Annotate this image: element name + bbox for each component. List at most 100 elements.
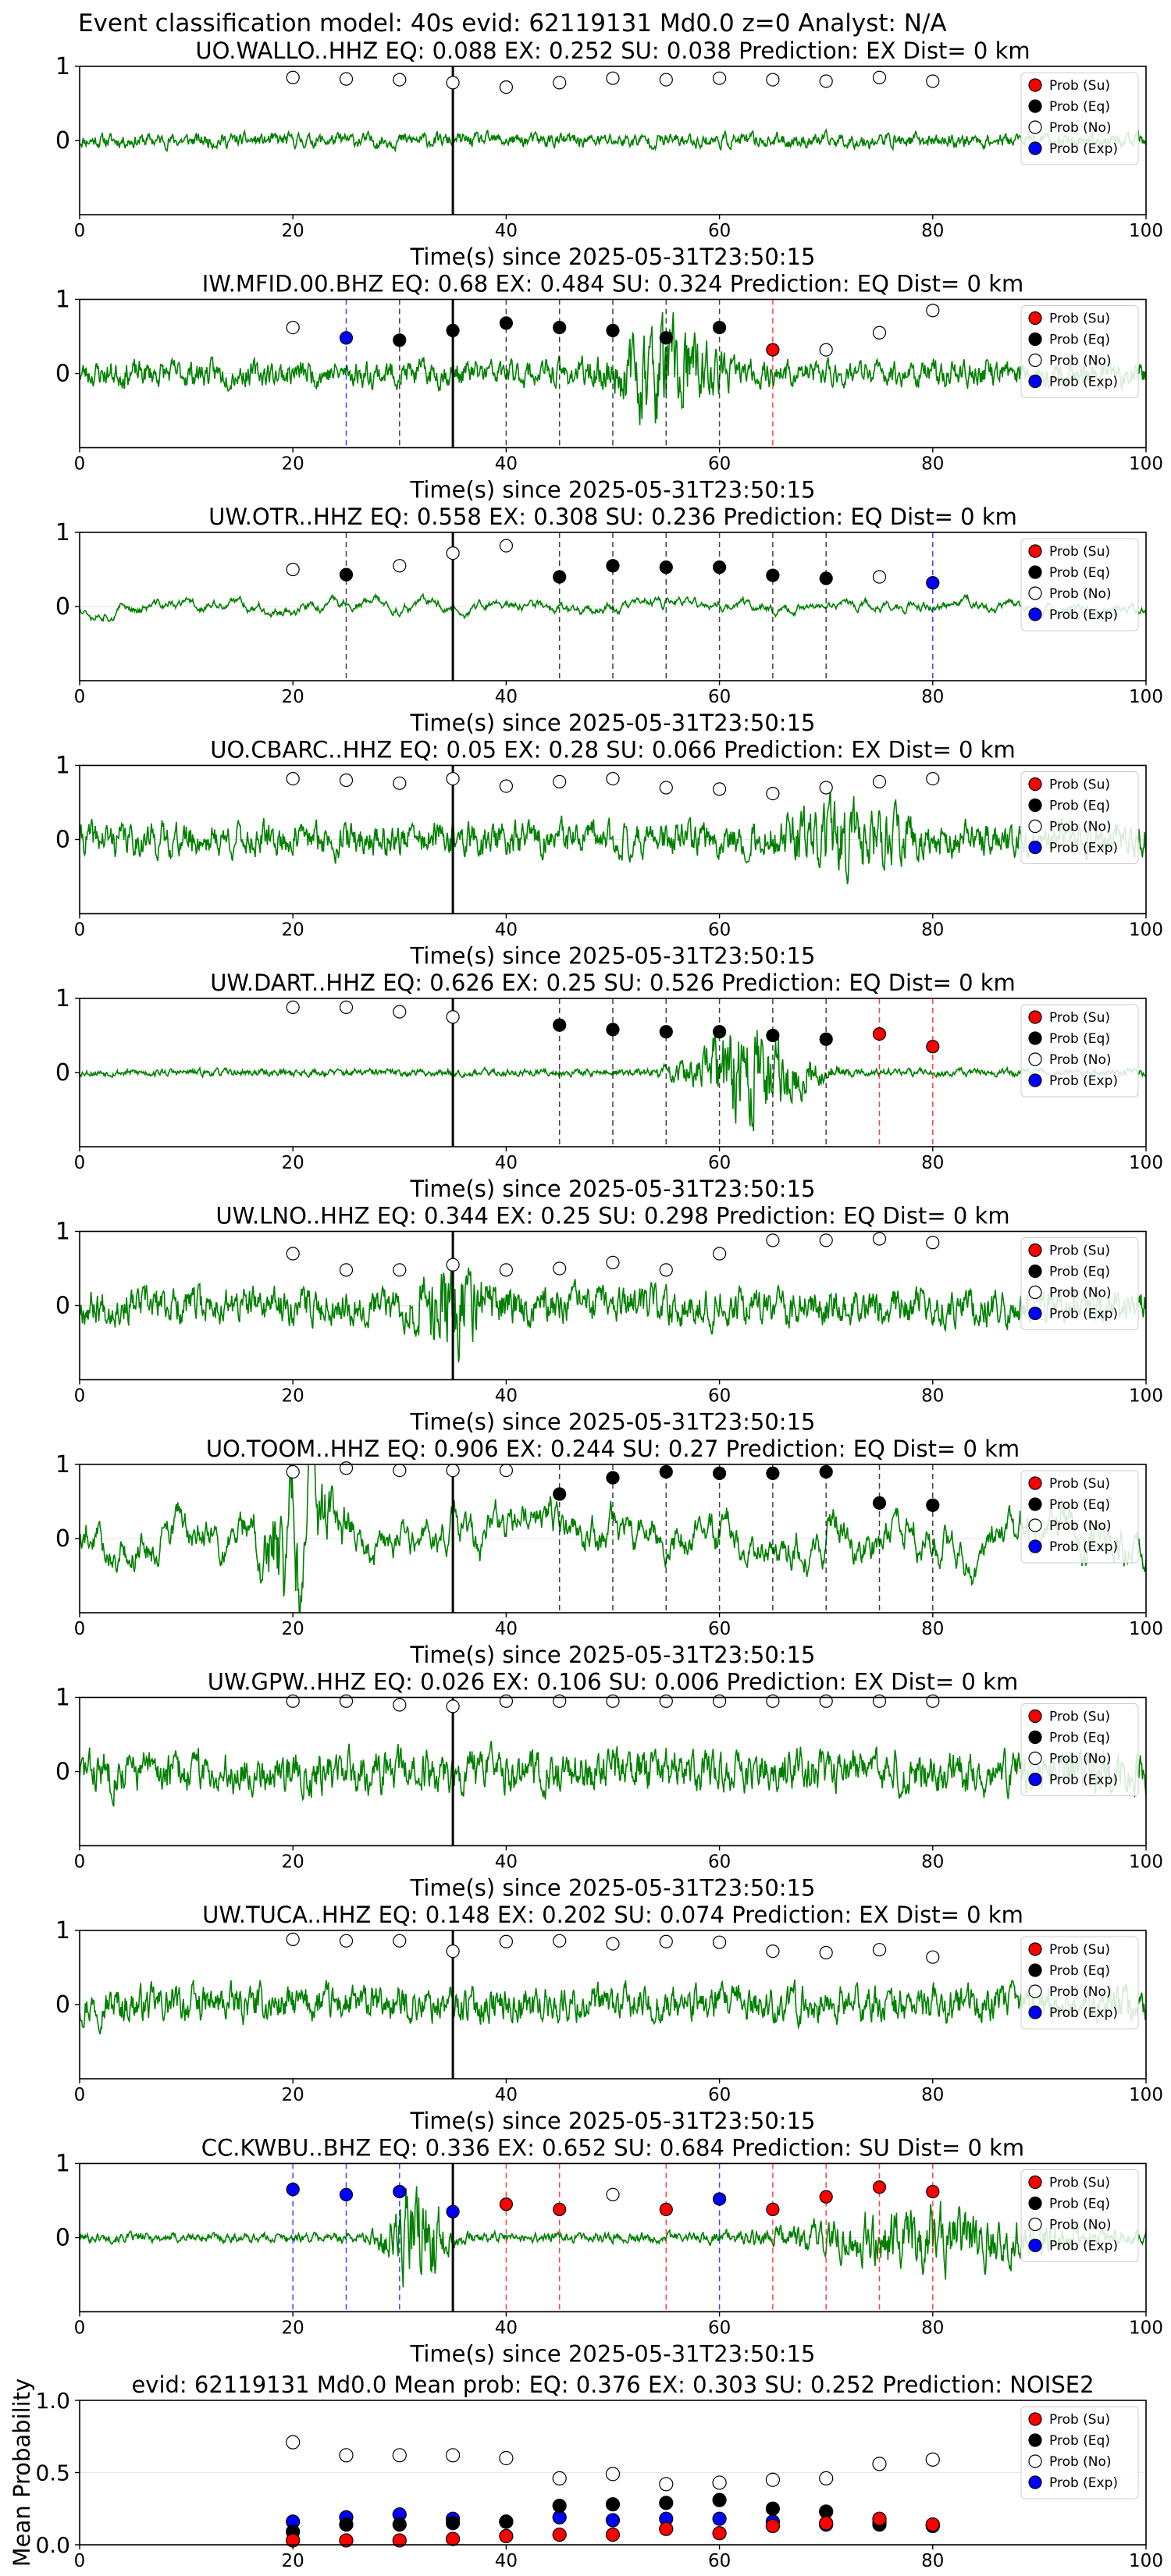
mean-prob-marker-su	[499, 2528, 514, 2543]
legend-marker-no	[1028, 2217, 1042, 2232]
prob-marker-eq	[819, 1464, 833, 1479]
prob-marker-su	[766, 343, 780, 357]
legend-marker-exp	[1028, 1772, 1042, 1787]
prob-marker-no	[606, 1694, 620, 1708]
x-tick-label: 40	[495, 2085, 518, 2105]
prob-marker-no	[819, 1945, 833, 1960]
legend-box	[1020, 305, 1139, 398]
legend-marker-exp	[1028, 2475, 1042, 2489]
prob-marker-no	[926, 74, 940, 88]
x-tick-label: 0	[74, 454, 86, 475]
x-tick-label: 100	[1129, 1153, 1163, 1173]
legend-marker-no	[1028, 2454, 1042, 2468]
mean-prob-marker-eq	[712, 2492, 727, 2507]
x-tick-label: 40	[495, 1386, 518, 1407]
prob-marker-eq	[553, 570, 567, 584]
legend-label: Prob (Eq)	[1049, 565, 1110, 581]
y-tick-label: 0	[55, 1991, 70, 2019]
x-tick-label: 80	[921, 221, 944, 241]
y-tick-label: 0	[55, 593, 70, 621]
x-tick-label: 0	[74, 1386, 86, 1407]
panel-title: evid: 62119131 Md0.0 Mean prob: EQ: 0.37…	[131, 2371, 1094, 2398]
legend-marker-su	[1028, 311, 1042, 326]
x-tick-label: 80	[921, 454, 944, 475]
plot-area	[80, 532, 1146, 681]
mean-prob-marker-su	[872, 2511, 887, 2526]
legend-marker-exp	[1028, 840, 1042, 855]
x-tick-label: 20	[282, 1619, 304, 1639]
legend-label: Prob (No)	[1049, 2454, 1112, 2470]
prob-marker-no	[499, 1463, 514, 1478]
legend-label: Prob (Su)	[1049, 2176, 1110, 2191]
prob-marker-no	[926, 771, 940, 786]
prob-marker-no	[872, 1232, 887, 1246]
prob-marker-no	[339, 1461, 354, 1475]
mean-prob-marker-exp	[712, 2511, 727, 2526]
legend-label: Prob (Su)	[1049, 1942, 1110, 1958]
prob-marker-no	[339, 72, 354, 86]
mean-prob-marker-su	[605, 2527, 621, 2542]
prob-marker-no	[926, 1950, 940, 1964]
x-axis-label: Time(s) since 2025-05-31T23:50:15	[410, 943, 816, 970]
y-tick-label: 1	[55, 1451, 70, 1478]
prob-marker-no	[339, 1263, 354, 1277]
y-tick-label: 1	[55, 286, 70, 314]
legend-marker-su	[1028, 777, 1042, 792]
prob-marker-no	[872, 1694, 887, 1708]
legend-label: Prob (Su)	[1049, 1010, 1110, 1026]
prob-marker-no	[446, 771, 460, 786]
legend-marker-exp	[1028, 1306, 1042, 1321]
prob-marker-exp	[926, 575, 940, 590]
prob-marker-no	[499, 80, 514, 94]
panel-2: IW.MFID.00.BHZ EQ: 0.68 EX: 0.484 SU: 0.…	[55, 271, 1163, 503]
legend-label: Prob (Eq)	[1049, 1031, 1110, 1047]
prob-marker-no	[286, 562, 300, 577]
x-tick-label: 60	[708, 2318, 731, 2339]
legend-label: Prob (No)	[1049, 820, 1112, 835]
prob-marker-no	[446, 1944, 460, 1959]
legend-box	[1020, 1936, 1139, 2030]
legend-marker-exp	[1028, 1073, 1042, 1087]
panel-5: UW.DART..HHZ EQ: 0.626 EX: 0.25 SU: 0.52…	[55, 970, 1163, 1202]
x-axis-label: Time(s) since 2025-05-31T23:50:15	[410, 710, 816, 736]
panel-7: UO.TOOM..HHZ EQ: 0.906 EX: 0.244 SU: 0.2…	[55, 1436, 1163, 1668]
prob-marker-no	[499, 539, 514, 553]
legend-label: Prob (No)	[1049, 1752, 1112, 1767]
prob-marker-no	[766, 1233, 780, 1247]
y-tick-label: 0	[55, 361, 70, 388]
mean-prob-marker-su	[552, 2527, 567, 2542]
x-tick-label: 20	[282, 1852, 304, 1873]
legend-label: Prob (Eq)	[1049, 1265, 1110, 1280]
legend-marker-su	[1028, 1942, 1042, 1956]
y-tick-label: 0	[55, 1293, 70, 1320]
prob-marker-no	[712, 1247, 727, 1261]
prob-marker-no	[872, 774, 887, 789]
prob-marker-no	[819, 343, 833, 357]
legend-label: Prob (Su)	[1049, 311, 1110, 327]
x-axis-label: Time(s) since 2025-05-31T23:50:15	[410, 1642, 816, 1668]
y-tick-label: 0	[55, 827, 70, 854]
prob-marker-no	[286, 321, 300, 335]
mean-prob-marker-no	[712, 2475, 727, 2490]
legend-marker-su	[1028, 1709, 1042, 1724]
prob-marker-no	[499, 1934, 514, 1948]
prob-marker-no	[872, 570, 887, 584]
legend-marker-eq	[1028, 1963, 1042, 1977]
prob-marker-eq	[712, 321, 727, 335]
legend-marker-su	[1028, 1243, 1042, 1258]
prob-marker-no	[339, 1694, 354, 1708]
prob-marker-no	[553, 76, 567, 90]
x-axis-label: Time(s) since 2025-05-31T23:50:15	[410, 1409, 816, 1436]
x-tick-label: 60	[708, 221, 731, 241]
plot-area	[80, 1231, 1146, 1380]
prob-marker-eq	[553, 1018, 567, 1032]
prob-marker-eq	[712, 560, 727, 575]
prob-marker-no	[393, 73, 407, 87]
prob-marker-no	[286, 1247, 300, 1261]
prob-marker-eq	[606, 559, 620, 573]
x-tick-label: 100	[1129, 920, 1163, 941]
legend-marker-no	[1028, 1052, 1042, 1066]
mean-prob-marker-eq	[765, 2501, 781, 2516]
mean-prob-marker-su	[712, 2526, 727, 2541]
